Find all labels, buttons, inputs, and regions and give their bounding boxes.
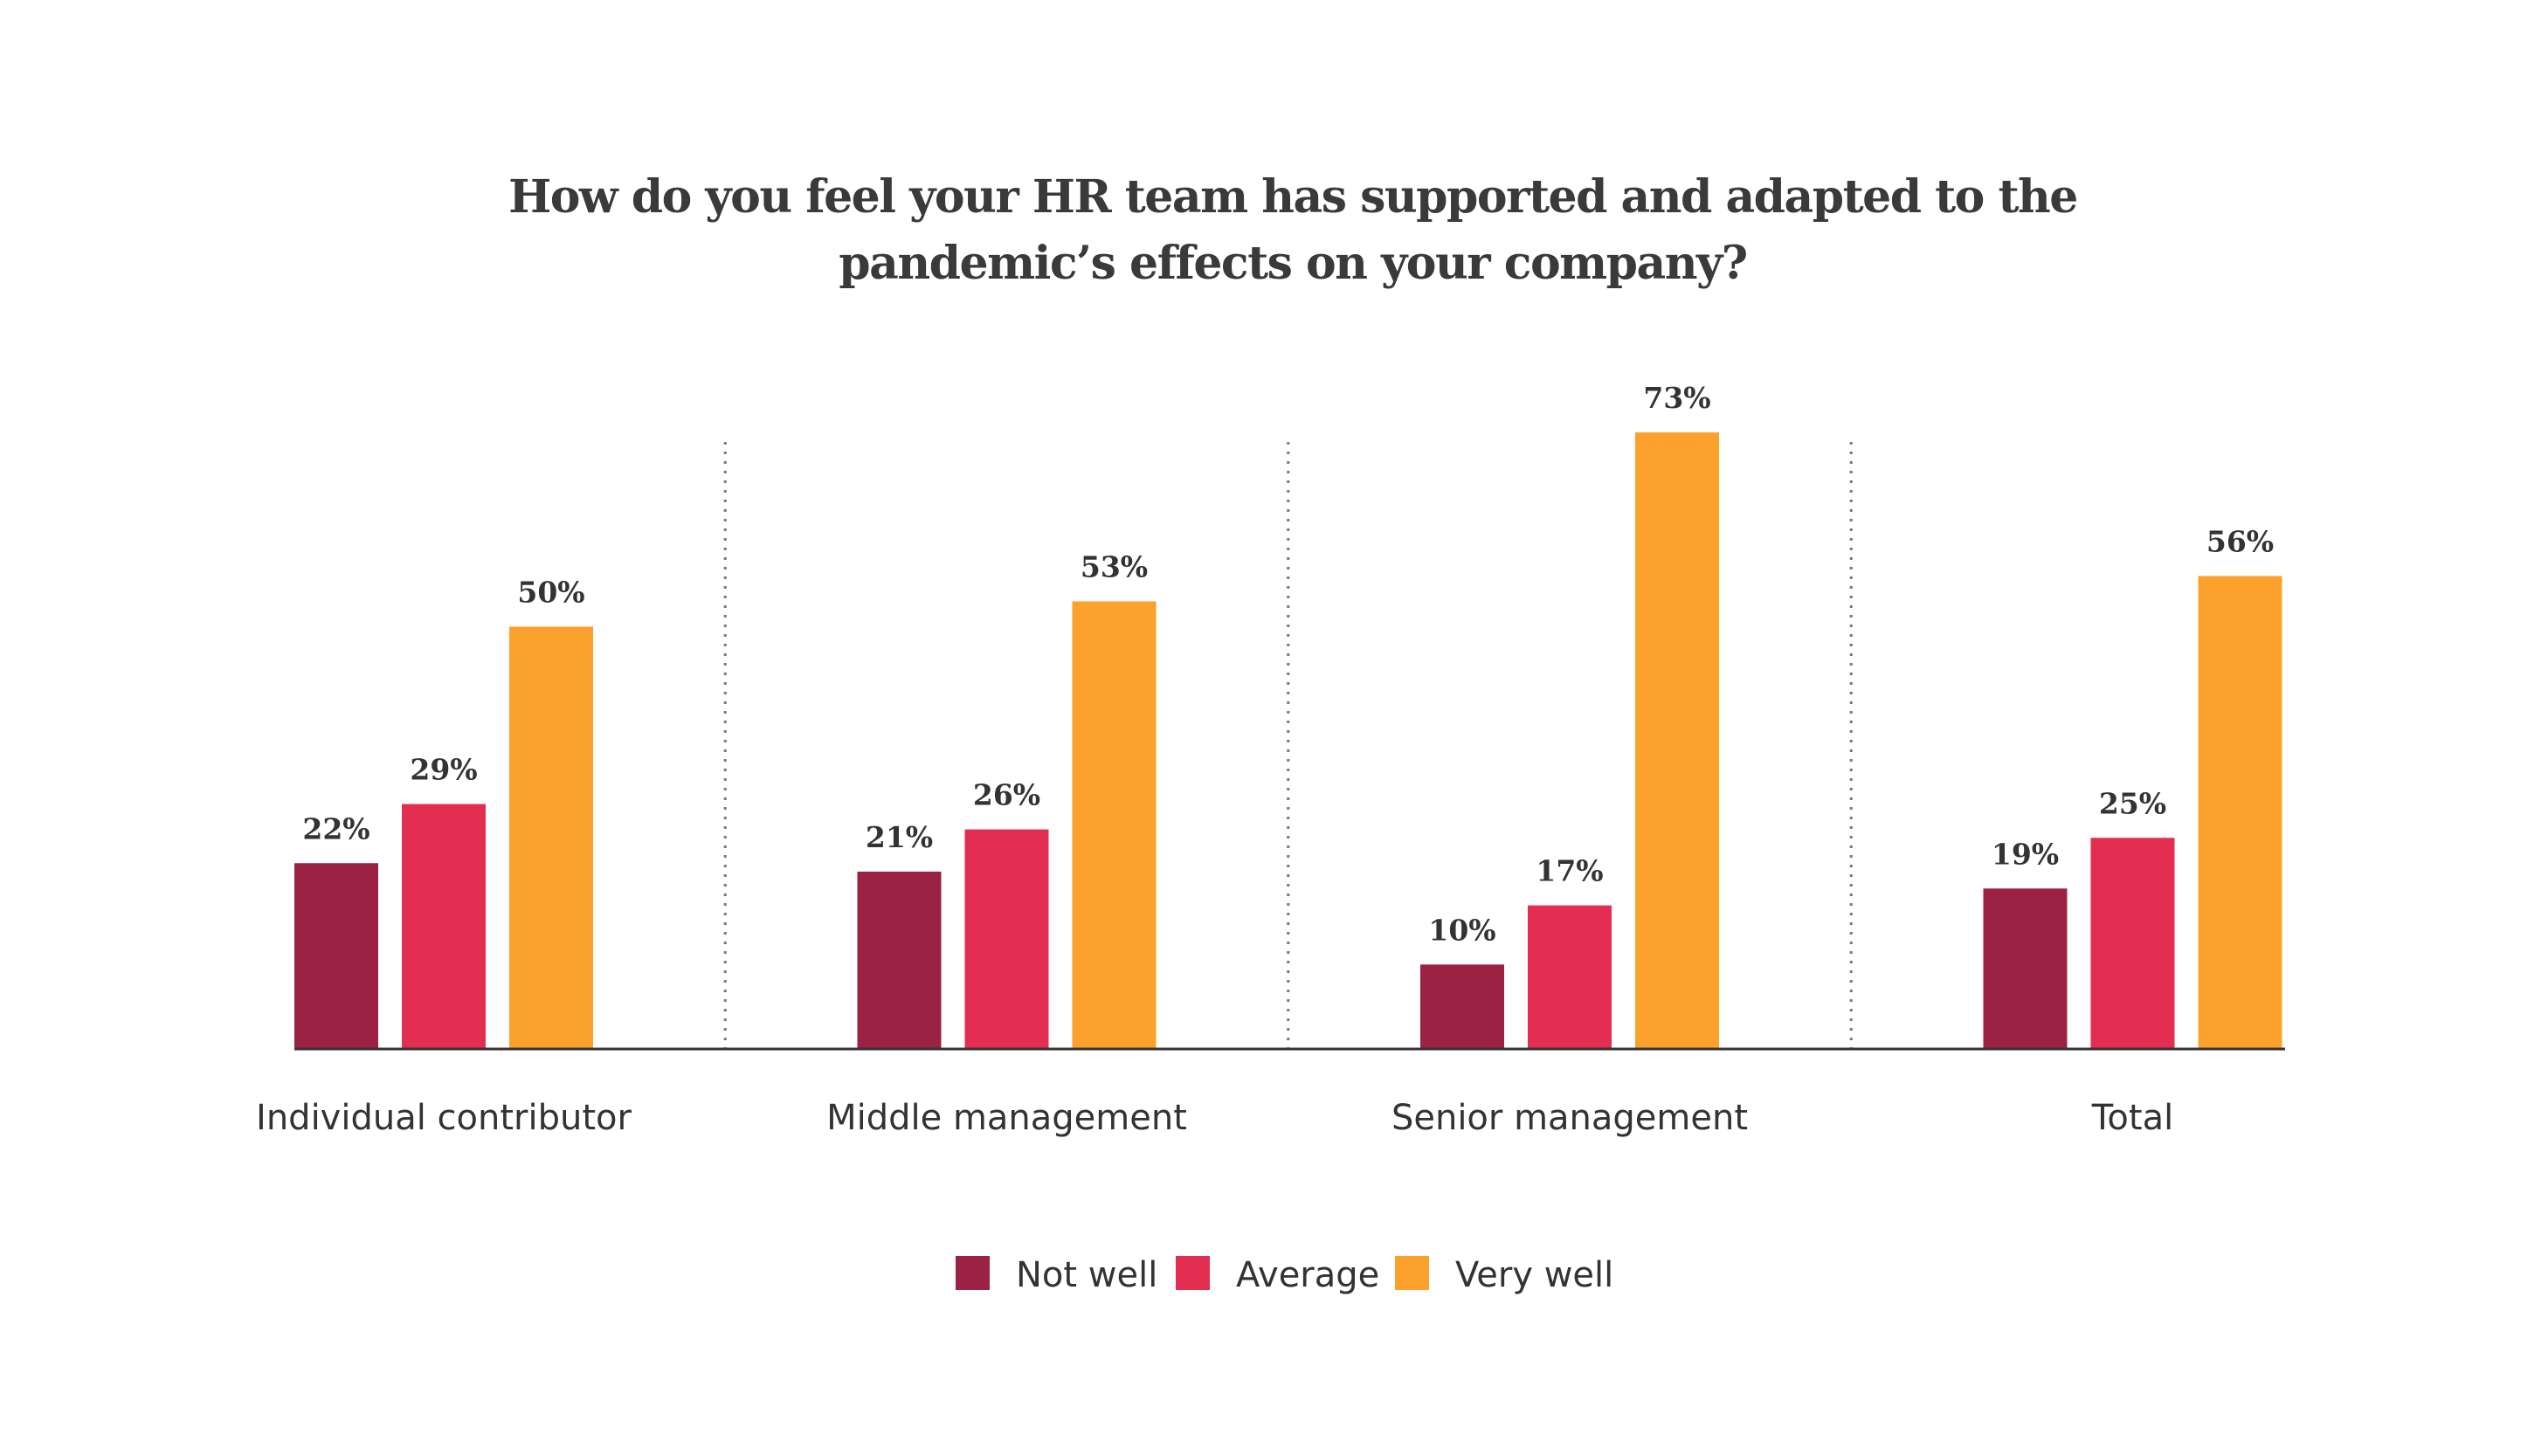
legend: Not well Average Very well [956,1255,1613,1295]
value-label-total-not-well: 19% [1992,837,2059,871]
value-label-senior-management-very-well: 73% [1643,381,1710,415]
chart-title: How do you feel your HR team has support… [508,170,2078,290]
bar-total-average [2090,838,2175,1049]
category-labels: Individual contributor Middle management S… [256,1098,2173,1138]
legend-swatch-very-well [1395,1256,1429,1290]
value-label-middle-management-not-well: 21% [866,820,933,854]
bar-middle-management-not-well [857,871,942,1049]
value-label-individual-contributor-not-well: 22% [302,811,369,845]
value-labels: 22% 29% 50% 21% 26% 53% 10% 17% 73% 19% 25% 56% [302,381,2274,947]
bar-senior-management-not-well [1420,964,1504,1049]
legend-label-average: Average [1236,1255,1379,1295]
bar-individual-contributor-average [402,804,486,1049]
category-label-senior-management: Senior management [1391,1098,1748,1138]
bar-senior-management-very-well [1635,432,1719,1050]
value-label-individual-contributor-very-well: 50% [517,576,584,610]
bar-middle-management-very-well [1072,601,1157,1049]
legend-swatch-not-well [956,1256,990,1290]
bar-middle-management-average [964,829,1049,1049]
bar-total-not-well [1983,888,2068,1049]
legend-label-not-well: Not well [1016,1255,1157,1295]
value-label-middle-management-average: 26% [973,778,1040,812]
legend-swatch-average [1176,1256,1210,1290]
legend-label-very-well: Very well [1455,1255,1613,1295]
value-label-senior-management-not-well: 10% [1428,913,1495,947]
bars [294,432,2282,1050]
value-label-individual-contributor-average: 29% [410,753,477,787]
category-label-total: Total [2091,1098,2173,1138]
chart-title-line-1: How do you feel your HR team has support… [508,170,2077,224]
bar-individual-contributor-not-well [294,863,378,1049]
category-label-individual-contributor: Individual contributor [256,1098,632,1138]
value-label-senior-management-average: 17% [1536,854,1603,888]
category-label-middle-management: Middle management [826,1098,1187,1138]
value-label-total-average: 25% [2099,786,2166,820]
bar-senior-management-average [1528,905,1612,1049]
bar-total-very-well [2198,576,2282,1049]
bar-individual-contributor-very-well [509,626,593,1049]
chart-title-line-2: pandemic’s effects on your company? [839,237,1746,290]
value-label-total-very-well: 56% [2206,524,2274,558]
value-label-middle-management-very-well: 53% [1081,549,1148,583]
